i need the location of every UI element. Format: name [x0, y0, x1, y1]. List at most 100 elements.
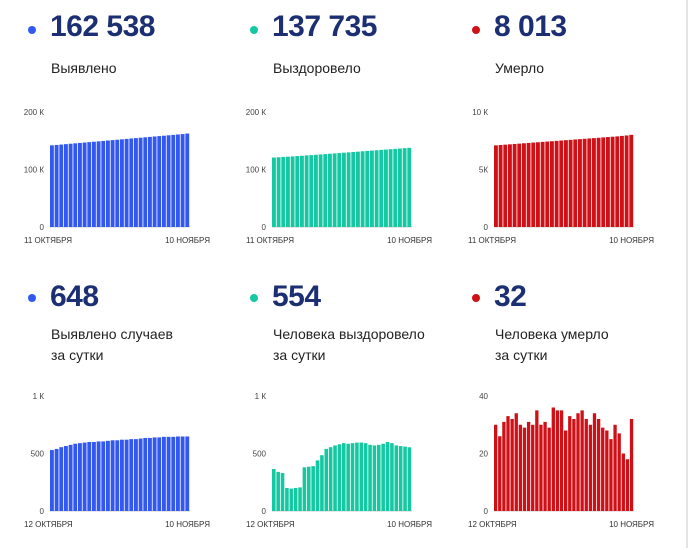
bar — [564, 140, 568, 227]
bar — [54, 144, 59, 227]
bar — [580, 410, 584, 512]
bar — [540, 141, 545, 227]
bar — [407, 147, 412, 227]
bar — [82, 442, 87, 511]
bar — [351, 152, 356, 227]
x-label-start: 12 ОКТЯБРЯ — [246, 520, 295, 529]
bar — [92, 442, 96, 511]
bar — [360, 151, 365, 227]
bar — [110, 440, 115, 511]
bar — [559, 140, 564, 227]
bar — [185, 436, 190, 511]
y-tick-label: 40 — [479, 392, 488, 401]
bar — [355, 442, 359, 511]
stat-value: 648 — [50, 280, 99, 313]
bar — [96, 441, 101, 511]
y-tick-label: 0 — [262, 223, 267, 232]
bar — [152, 437, 157, 511]
bar — [180, 134, 185, 227]
bar — [87, 142, 92, 227]
bar — [134, 138, 138, 227]
bar — [394, 445, 399, 511]
stat-label-line-2: за сутки — [495, 347, 548, 363]
bar — [87, 442, 92, 511]
bar — [295, 156, 300, 227]
x-label-start: 11 ОКТЯБРЯ — [246, 236, 294, 245]
bar — [342, 443, 346, 511]
bar — [526, 142, 531, 227]
panel-recovered-total: 137 735 Выздоровело 200 К 100 К 0 11 ОКТЯБР… — [244, 8, 464, 278]
bar — [129, 138, 134, 227]
x-label-start: 11 ОКТЯБРЯ — [24, 236, 72, 245]
bar — [101, 441, 106, 511]
bar — [318, 154, 323, 227]
bar — [162, 135, 166, 227]
bar — [551, 407, 555, 511]
series-dot — [28, 294, 36, 302]
y-tick-label: 0 — [484, 223, 489, 232]
bar — [582, 138, 587, 227]
bar — [518, 424, 523, 511]
stat-label: Выздоровело — [273, 60, 361, 76]
bar — [359, 442, 364, 511]
x-label-end: 10 НОЯБРЯ — [165, 236, 210, 245]
bar — [68, 444, 73, 512]
bar — [129, 439, 134, 512]
bar — [555, 410, 560, 512]
panel-detected-daily: 648 Выявлено случаев за сутки 1 К 500 0 12 … — [22, 280, 242, 550]
bar — [403, 446, 407, 511]
y-tick-label: 0 — [40, 507, 45, 516]
page-border — [686, 0, 688, 548]
bar — [498, 436, 502, 511]
bar — [368, 444, 372, 512]
bar — [293, 488, 298, 511]
bar — [157, 136, 162, 227]
bar — [171, 436, 176, 511]
bar — [572, 419, 576, 511]
bar — [407, 447, 412, 511]
bar — [272, 157, 276, 227]
bar — [554, 140, 559, 227]
bar — [531, 424, 535, 511]
bar — [276, 157, 281, 227]
bar — [346, 152, 351, 227]
bar — [543, 421, 547, 512]
bar — [377, 444, 381, 512]
bar — [78, 142, 82, 227]
x-label-end: 10 НОЯБРЯ — [609, 520, 654, 529]
bar — [587, 138, 592, 227]
bar — [531, 142, 536, 227]
bar — [134, 439, 138, 512]
bar — [320, 455, 324, 511]
bar — [613, 424, 617, 511]
bar — [601, 137, 606, 227]
bar — [381, 443, 385, 511]
y-tick-label: 100 К — [24, 166, 45, 175]
bar — [510, 419, 514, 511]
bar — [370, 150, 374, 227]
stat-value: 137 735 — [272, 10, 377, 43]
bar — [379, 149, 384, 227]
bar — [162, 436, 166, 511]
bar — [115, 440, 120, 511]
stat-label-line-1: Человека умерло — [495, 326, 609, 342]
bar — [106, 140, 110, 227]
bar — [176, 134, 180, 227]
bar — [576, 413, 580, 511]
bar — [578, 139, 582, 227]
bar — [272, 469, 276, 511]
bar — [584, 419, 588, 511]
bar — [143, 137, 148, 227]
bar — [148, 136, 152, 227]
bar — [393, 148, 398, 227]
bar — [559, 410, 564, 512]
bar — [148, 437, 152, 511]
bar — [280, 473, 285, 511]
stat-label: Выявлено — [51, 60, 117, 76]
bar — [289, 488, 294, 511]
bar — [588, 424, 593, 511]
bar — [323, 154, 328, 227]
bar — [124, 138, 129, 227]
bar — [64, 446, 68, 511]
x-label-start: 12 ОКТЯБРЯ — [468, 520, 517, 529]
